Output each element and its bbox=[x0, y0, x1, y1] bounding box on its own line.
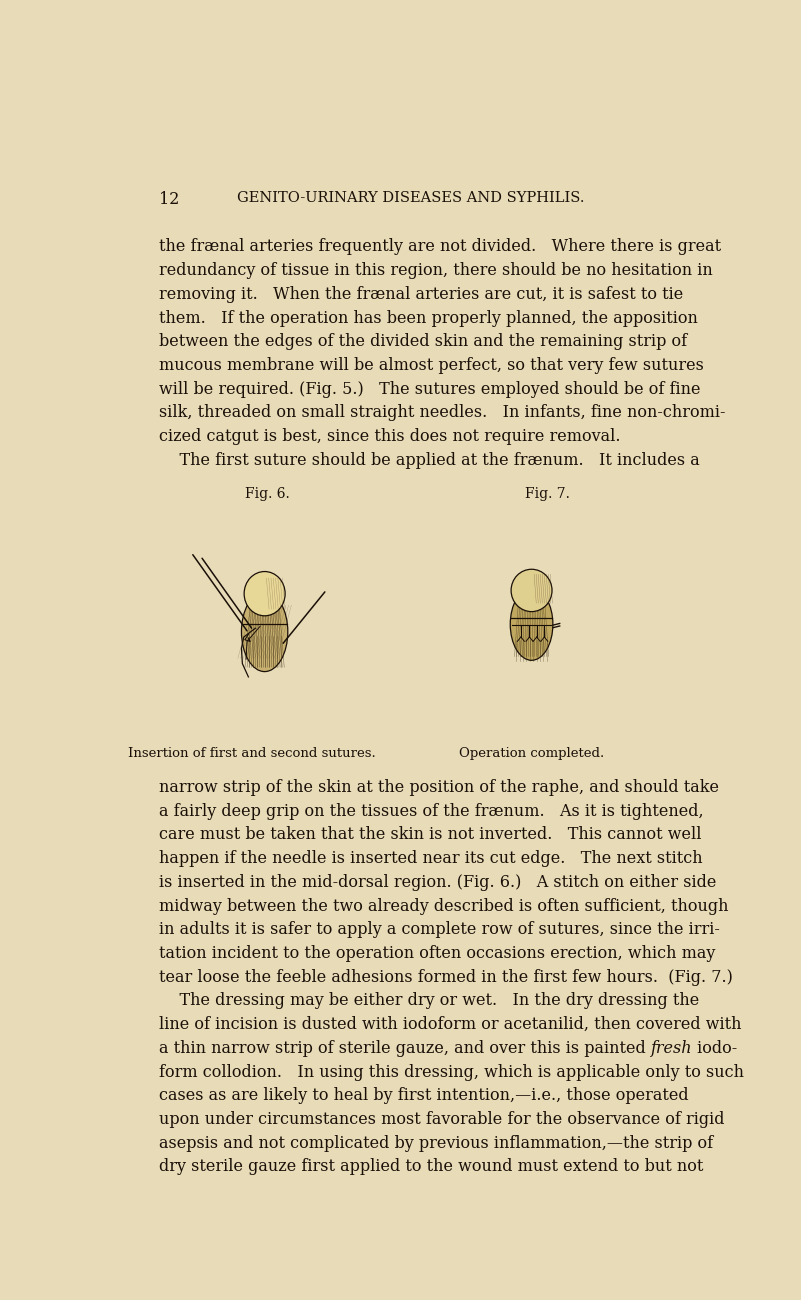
Ellipse shape bbox=[510, 589, 553, 660]
Text: The dressing may be either dry or wet.   In the dry dressing the: The dressing may be either dry or wet. I… bbox=[159, 992, 699, 1009]
Text: form collodion.   In using this dressing, which is applicable only to such: form collodion. In using this dressing, … bbox=[159, 1063, 744, 1080]
Text: midway between the two already described is often sufficient, though: midway between the two already described… bbox=[159, 897, 729, 914]
Text: mucous membrane will be almost perfect, so that very few sutures: mucous membrane will be almost perfect, … bbox=[159, 358, 704, 374]
Text: upon under circumstances most favorable for the observance of rigid: upon under circumstances most favorable … bbox=[159, 1112, 725, 1128]
Text: Fig. 7.: Fig. 7. bbox=[525, 488, 570, 500]
Text: silk, threaded on small straight needles.   In infants, fine non-chromi-: silk, threaded on small straight needles… bbox=[159, 404, 726, 421]
Ellipse shape bbox=[241, 592, 288, 672]
Text: them.   If the operation has been properly planned, the apposition: them. If the operation has been properly… bbox=[159, 309, 698, 326]
Text: happen if the needle is inserted near its cut edge.   The next stitch: happen if the needle is inserted near it… bbox=[159, 850, 702, 867]
Text: GENITO-URINARY DISEASES AND SYPHILIS.: GENITO-URINARY DISEASES AND SYPHILIS. bbox=[237, 191, 584, 204]
Text: cases as are likely to heal by first intention,—i.e., those operated: cases as are likely to heal by first int… bbox=[159, 1087, 689, 1104]
Text: asepsis and not complicated by previous inflammation,—the strip of: asepsis and not complicated by previous … bbox=[159, 1135, 713, 1152]
Text: narrow strip of the skin at the position of the raphe, and should take: narrow strip of the skin at the position… bbox=[159, 779, 719, 796]
Text: tation incident to the operation often occasions erection, which may: tation incident to the operation often o… bbox=[159, 945, 715, 962]
Text: iodo-: iodo- bbox=[693, 1040, 738, 1057]
Text: in adults it is safer to apply a complete row of sutures, since the irri-: in adults it is safer to apply a complet… bbox=[159, 922, 720, 939]
Text: Insertion of first and second sutures.: Insertion of first and second sutures. bbox=[128, 746, 376, 759]
Text: Operation completed.: Operation completed. bbox=[459, 746, 604, 759]
Text: fresh: fresh bbox=[651, 1040, 693, 1057]
Text: is inserted in the mid-dorsal region. (Fig. 6.)   A stitch on either side: is inserted in the mid-dorsal region. (F… bbox=[159, 874, 716, 890]
Text: dry sterile gauze first applied to the wound must extend to but not: dry sterile gauze first applied to the w… bbox=[159, 1158, 703, 1175]
Text: between the edges of the divided skin and the remaining strip of: between the edges of the divided skin an… bbox=[159, 333, 687, 350]
Text: removing it.   When the frænal arteries are cut, it is safest to tie: removing it. When the frænal arteries ar… bbox=[159, 286, 683, 303]
Text: tear loose the feeble adhesions formed in the first few hours.  (Fig. 7.): tear loose the feeble adhesions formed i… bbox=[159, 968, 733, 985]
Ellipse shape bbox=[244, 572, 285, 616]
Ellipse shape bbox=[511, 569, 552, 611]
Text: will be required. (Fig. 5.)   The sutures employed should be of fine: will be required. (Fig. 5.) The sutures … bbox=[159, 381, 701, 398]
Text: a fairly deep grip on the tissues of the frænum.   As it is tightened,: a fairly deep grip on the tissues of the… bbox=[159, 802, 704, 819]
Text: cized catgut is best, since this does not require removal.: cized catgut is best, since this does no… bbox=[159, 428, 621, 445]
Text: The first suture should be applied at the frænum.   It includes a: The first suture should be applied at th… bbox=[159, 452, 700, 469]
Text: redundancy of tissue in this region, there should be no hesitation in: redundancy of tissue in this region, the… bbox=[159, 263, 713, 280]
Text: the frænal arteries frequently are not divided.   Where there is great: the frænal arteries frequently are not d… bbox=[159, 238, 721, 255]
Text: care must be taken that the skin is not inverted.   This cannot well: care must be taken that the skin is not … bbox=[159, 827, 702, 844]
Text: line of incision is dusted with iodoform or acetanilid, then covered with: line of incision is dusted with iodoform… bbox=[159, 1017, 742, 1034]
Text: 12: 12 bbox=[159, 191, 179, 208]
Text: a thin narrow strip of sterile gauze, and over this is painted: a thin narrow strip of sterile gauze, an… bbox=[159, 1040, 651, 1057]
Text: Fig. 6.: Fig. 6. bbox=[245, 488, 290, 500]
